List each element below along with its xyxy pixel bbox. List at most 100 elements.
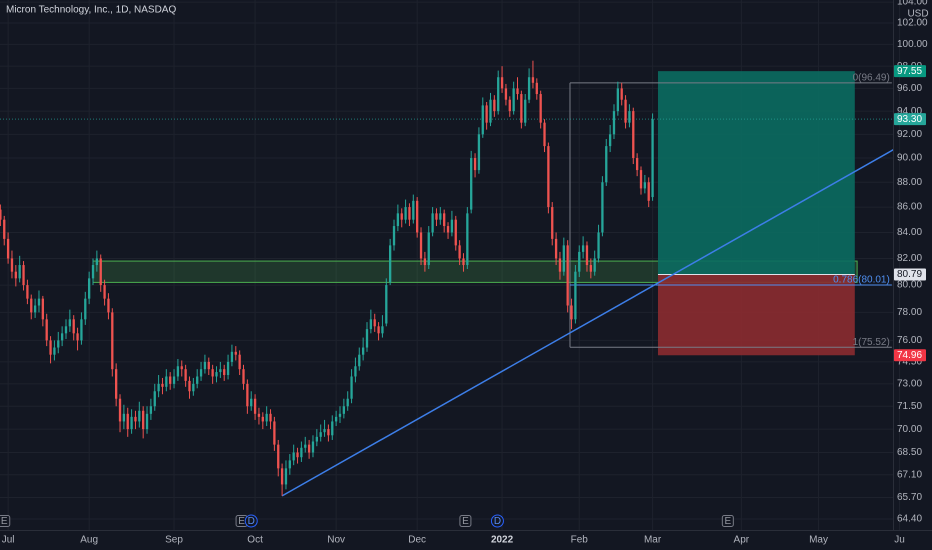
candle-body <box>508 99 511 112</box>
candle-body <box>358 354 361 367</box>
x-tick-label: Sep <box>165 535 183 546</box>
x-tick-label: Dec <box>408 535 426 546</box>
candle-body <box>22 265 25 286</box>
candle-body <box>504 88 508 100</box>
candle-body <box>439 213 442 220</box>
candle-body <box>99 258 102 286</box>
candle-body <box>199 369 203 377</box>
price-badge-label: 80.79 <box>897 269 922 280</box>
candle-body <box>381 326 384 334</box>
event-label: D <box>494 516 501 527</box>
candle-body <box>612 111 616 135</box>
candle-body <box>643 182 647 189</box>
price-badge <box>894 65 926 78</box>
candles <box>0 60 654 496</box>
price-badge <box>894 113 926 126</box>
candle-body <box>473 158 477 171</box>
candle-body <box>122 413 126 422</box>
candle-body <box>60 333 64 341</box>
event-icon: E <box>0 515 11 527</box>
candle-body <box>632 111 635 159</box>
x-tick-label: Aug <box>80 535 98 546</box>
fib-label: 0(96.49) <box>853 73 890 84</box>
candle-body <box>581 245 585 252</box>
candle-body <box>130 416 133 430</box>
candle-body <box>188 380 191 392</box>
event-icon: D <box>244 514 258 528</box>
candle-body <box>566 245 569 306</box>
candle-body <box>628 111 631 123</box>
event-label: E <box>1 516 8 527</box>
x-tick-label: Ju <box>894 535 905 546</box>
candle-body <box>223 369 226 376</box>
y-tick-label: 92.00 <box>897 129 922 140</box>
candle-body <box>558 258 562 272</box>
fib-label: 1(75.52) <box>853 337 890 348</box>
candle-body <box>18 265 21 279</box>
candle-body <box>443 213 446 227</box>
candle-body <box>500 77 504 89</box>
drawings <box>0 71 893 497</box>
candle-body <box>470 158 473 210</box>
y-tick-label: 76.00 <box>897 335 922 346</box>
x-tick-label: Apr <box>734 535 750 546</box>
candle-body <box>416 200 419 233</box>
y-tick-label: 86.00 <box>897 202 922 213</box>
candle-body <box>543 122 546 147</box>
x-tick-label: Nov <box>327 535 345 546</box>
x-tick-label: 2022 <box>491 535 514 546</box>
candle-body <box>261 416 264 422</box>
candle-body <box>527 77 531 100</box>
y-tick-label: 64.40 <box>897 514 922 525</box>
candle-body <box>485 105 488 123</box>
candle-body <box>392 226 396 246</box>
candle-body <box>350 376 353 399</box>
candle-body <box>639 170 643 189</box>
event-label: D <box>248 516 255 527</box>
candle-body <box>84 298 87 320</box>
chart-title: Micron Technology, Inc., 1D, NASDAQ <box>6 5 176 16</box>
event-label: E <box>238 516 245 527</box>
candle-body <box>593 258 596 272</box>
candle-body <box>161 383 164 387</box>
candle-body <box>292 452 295 461</box>
candle-body <box>651 119 654 198</box>
candle-body <box>570 305 573 320</box>
candle-body <box>238 354 241 370</box>
candle-body <box>145 413 149 430</box>
candle-body <box>342 406 346 414</box>
candle-body <box>6 238 10 259</box>
candle-body <box>647 182 650 201</box>
x-tick-label: Feb <box>571 535 589 546</box>
candle-body <box>319 432 322 437</box>
candle-body <box>246 383 249 407</box>
candle-body <box>64 326 68 334</box>
x-tick-label: May <box>809 535 828 546</box>
price-badge <box>894 268 926 281</box>
candle-body <box>624 99 627 123</box>
event-icon: E <box>459 515 472 527</box>
candle-body <box>616 88 620 112</box>
y-tick-label: 84.00 <box>897 227 922 238</box>
candle-body <box>520 94 523 123</box>
candle-body <box>354 366 357 377</box>
candle-body <box>315 436 318 442</box>
candle-body <box>57 340 60 348</box>
candle-body <box>589 265 592 272</box>
candle-body <box>547 146 550 208</box>
candle-body <box>49 340 52 355</box>
candle-body <box>462 258 465 266</box>
candle-body <box>211 369 214 377</box>
price-badge-label: 97.55 <box>897 66 922 77</box>
y-tick-label: 80.00 <box>897 280 922 291</box>
y-tick-label: 65.70 <box>897 492 922 503</box>
candle-body <box>327 429 330 436</box>
candle-body <box>95 258 99 266</box>
candle-body <box>273 421 276 445</box>
candle-body <box>14 271 17 279</box>
candle-body <box>149 406 153 414</box>
candle-body <box>396 213 400 227</box>
candle-body <box>107 298 110 313</box>
candle-body <box>280 468 284 485</box>
